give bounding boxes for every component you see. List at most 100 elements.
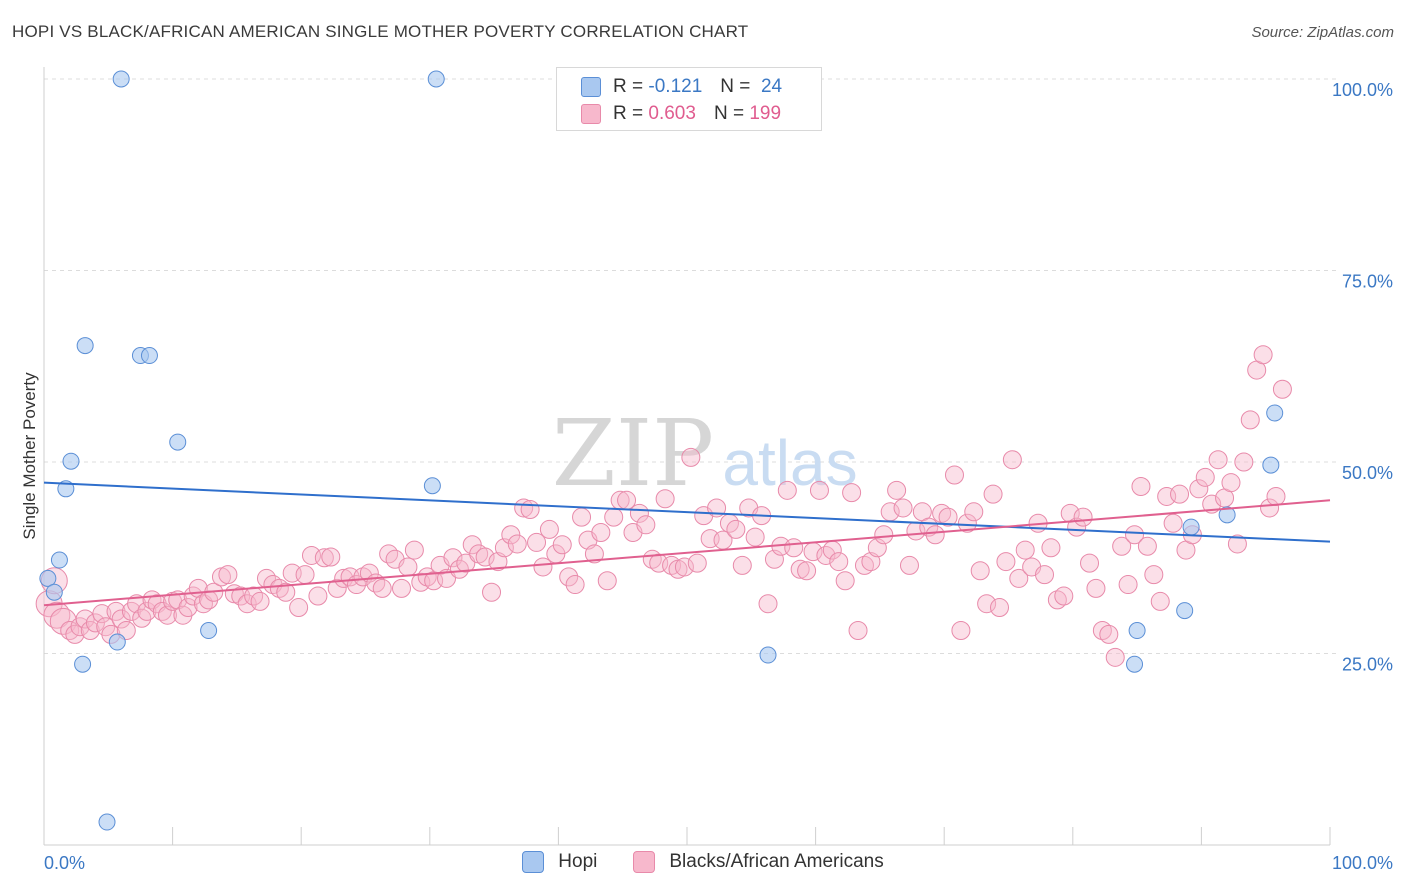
legend-n-label: N = — [720, 76, 751, 97]
data-point-black — [443, 548, 463, 568]
data-point-hopi — [45, 583, 63, 601]
data-point-black — [797, 561, 817, 581]
data-point-hopi — [1266, 404, 1284, 422]
data-point-black — [250, 591, 270, 611]
data-point-hopi — [1176, 602, 1194, 620]
data-point-black — [604, 507, 624, 527]
data-point-black — [398, 557, 418, 577]
data-point-black — [218, 565, 238, 585]
data-point-black — [1073, 507, 1093, 527]
legend-row-black: R = 0.603 N = 199 — [581, 102, 781, 126]
data-point-hopi — [759, 646, 777, 664]
legend-swatch-hopi — [522, 851, 545, 873]
data-point-black — [964, 502, 984, 522]
data-point-black — [1163, 513, 1183, 533]
data-point-black — [404, 540, 424, 560]
trend-line-hopi — [43, 481, 1331, 543]
data-point-hopi — [169, 433, 187, 451]
legend-label-black: Blacks/African Americans — [669, 851, 884, 872]
data-point-black — [308, 586, 328, 606]
data-point-black — [1260, 498, 1280, 518]
data-point-hopi — [1126, 655, 1144, 673]
data-point-hopi — [76, 337, 94, 355]
data-point-black — [829, 552, 849, 572]
data-point-black — [372, 578, 392, 598]
data-point-hopi — [62, 452, 80, 470]
data-point-black — [507, 534, 527, 554]
data-point-black — [1170, 484, 1190, 504]
watermark-zip: ZIP — [552, 400, 714, 507]
data-point-black — [379, 544, 399, 564]
data-point-black — [809, 480, 829, 500]
data-point-black — [874, 525, 894, 545]
data-point-black — [327, 578, 347, 598]
data-point-black — [1080, 553, 1100, 573]
data-point-black — [276, 582, 296, 602]
data-point-black — [591, 522, 611, 542]
data-point-black — [732, 555, 752, 575]
data-point-black — [1272, 379, 1292, 399]
data-point-black — [597, 571, 617, 591]
data-point-black — [533, 557, 553, 577]
data-point-black — [501, 525, 521, 545]
series-black-points — [35, 345, 1292, 667]
data-point-black — [944, 465, 964, 485]
data-point-black — [790, 559, 810, 579]
legend-r-label: R = — [613, 103, 644, 124]
data-point-black — [989, 598, 1009, 618]
data-point-black — [520, 499, 540, 519]
data-point-black — [178, 598, 198, 618]
data-point-black — [848, 621, 868, 641]
legend-n-value-black: 199 — [749, 103, 782, 124]
data-point-black — [835, 571, 855, 591]
data-point-black — [1002, 450, 1022, 470]
data-point-black — [137, 601, 157, 621]
data-point-black — [1067, 517, 1087, 537]
data-point-black — [970, 561, 990, 581]
data-point-hopi — [423, 477, 441, 495]
data-point-hopi — [1262, 456, 1280, 474]
data-point-black — [1208, 450, 1228, 470]
data-point-black — [636, 515, 656, 535]
data-point-black — [1041, 538, 1061, 558]
data-point-black — [1112, 536, 1132, 556]
data-point-hopi — [108, 633, 126, 651]
data-point-black — [925, 525, 945, 545]
data-point-black — [475, 547, 495, 567]
data-point-black — [938, 507, 958, 527]
data-point-black — [244, 586, 264, 606]
trend-lines — [43, 481, 1331, 607]
data-point-black — [1054, 586, 1074, 606]
data-point-black — [951, 621, 971, 641]
data-point-black — [565, 575, 585, 595]
legend-n-label: N = — [713, 103, 745, 124]
data-point-black — [539, 519, 559, 539]
data-point-black — [977, 594, 997, 614]
data-point-black — [1131, 477, 1151, 497]
data-point-black — [687, 553, 707, 573]
legend-n-value-hopi: 24 — [760, 76, 783, 97]
data-point-black — [1137, 536, 1157, 556]
legend-label-hopi: Hopi — [558, 851, 598, 872]
data-point-black — [1266, 486, 1286, 506]
grid-lines — [44, 78, 1340, 654]
y-tick-label: 50.0% — [1342, 463, 1393, 483]
legend-swatch-black — [633, 851, 656, 873]
data-point-black — [552, 535, 572, 555]
data-point-black — [681, 447, 701, 467]
data-point-black — [784, 538, 804, 558]
data-point-black — [314, 548, 334, 568]
data-point-black — [1227, 534, 1247, 554]
data-point-black — [983, 484, 1003, 504]
data-point-hopi — [1218, 506, 1236, 524]
data-point-black — [60, 621, 80, 641]
data-point-black — [1189, 479, 1209, 499]
data-point-hopi — [50, 551, 68, 569]
data-point-black — [111, 609, 131, 629]
data-point-black — [1195, 467, 1215, 487]
x-tick-label: 0.0% — [44, 853, 85, 873]
stats-legend: R = -0.121 N = 24 R = 0.603 N = 199 — [556, 67, 822, 131]
data-point-black — [514, 498, 534, 518]
y-tick-label: 75.0% — [1342, 272, 1393, 292]
